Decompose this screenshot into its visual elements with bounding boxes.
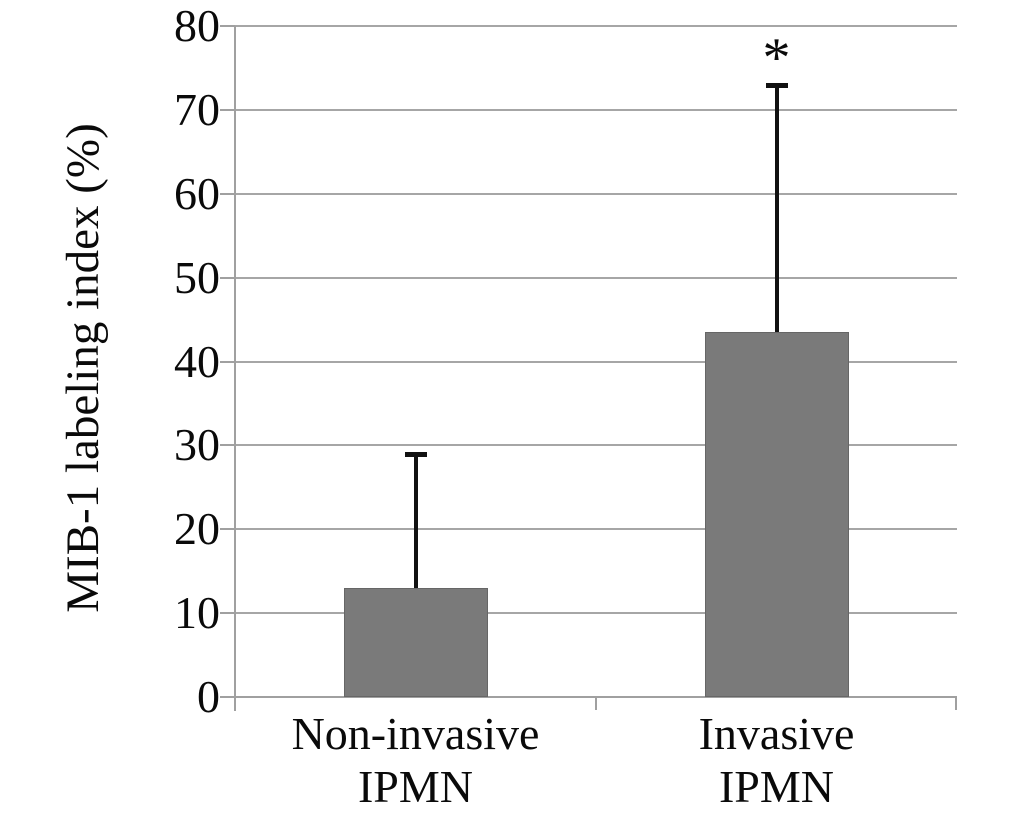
x-category-label-1: Invasive IPMN [577, 707, 977, 813]
y-tick-label-70: 70 [174, 83, 220, 135]
y-tick-label-50: 50 [174, 251, 220, 303]
x-category-label-0: Non-invasive IPMN [216, 707, 616, 813]
x-tick-2 [955, 697, 957, 710]
y-tick-10 [220, 612, 235, 615]
gridline-30 [235, 444, 957, 447]
gridline-80 [235, 25, 957, 27]
bar-1 [704, 332, 849, 697]
x-category-label-1-line-1: IPMN [718, 761, 835, 812]
y-tick-40 [220, 360, 235, 363]
y-tick-50 [220, 276, 235, 279]
y-tick-label-40: 40 [174, 335, 220, 387]
gridline-60 [235, 192, 957, 195]
y-tick-80 [220, 25, 235, 27]
gridline-50 [235, 276, 957, 279]
error-bar-cap-0 [404, 451, 427, 457]
error-bar-cap-1 [765, 82, 788, 88]
y-axis-line [234, 26, 236, 711]
gridline-20 [235, 528, 957, 531]
y-tick-70 [220, 108, 235, 111]
error-bar-0 [413, 453, 418, 588]
y-tick-30 [220, 444, 235, 447]
x-category-label-1-line-0: Invasive [698, 708, 855, 759]
gridline-10 [235, 612, 957, 615]
y-tick-label-0: 0 [197, 671, 220, 722]
significance-star-0: * [762, 26, 791, 89]
y-tick-label-20: 20 [174, 503, 220, 555]
y-tick-label-30: 30 [174, 419, 220, 471]
gridline-70 [235, 108, 957, 111]
y-tick-60 [220, 192, 235, 195]
gridline-40 [235, 360, 957, 363]
x-tick-0 [234, 697, 236, 710]
y-tick-20 [220, 528, 235, 531]
y-tick-0 [220, 696, 235, 698]
y-tick-label-10: 10 [174, 587, 220, 639]
y-tick-label-80: 80 [174, 0, 220, 51]
x-category-label-0-line-1: IPMN [357, 761, 474, 812]
x-tick-1 [595, 697, 597, 710]
bar-0 [343, 587, 488, 697]
error-bar-1 [774, 84, 779, 333]
y-tick-label-60: 60 [174, 167, 220, 219]
x-category-label-0-line-0: Non-invasive [291, 708, 540, 759]
x-axis-line [220, 696, 957, 698]
